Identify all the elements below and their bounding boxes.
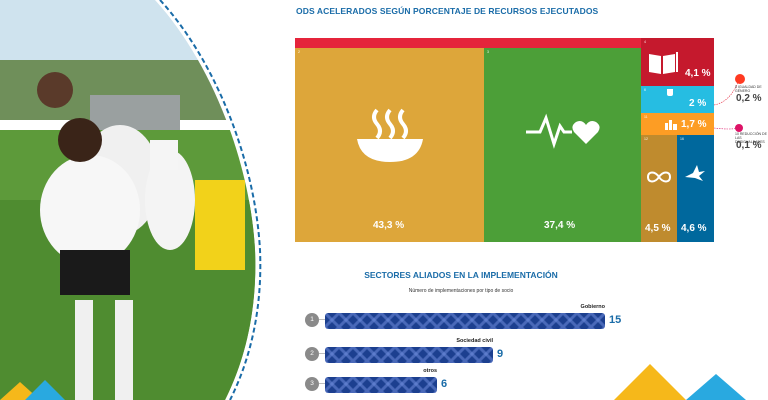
tile-goal-4-percent: 4,1 % (685, 68, 711, 79)
tile-goal-12: 12 4,5 % (641, 135, 677, 242)
tile-goal-3-label: 3 (487, 50, 489, 54)
gender-equality-icon (735, 74, 745, 84)
water-glass-icon (667, 89, 673, 96)
bar-value-label: 15 (609, 314, 622, 326)
bar-fill (325, 313, 605, 329)
tile-goal-6: 6 2 % (641, 86, 714, 113)
goal-5-percent: 0,2 % (736, 93, 762, 104)
triangle-decoration-right (614, 364, 746, 400)
city-icon (665, 120, 677, 130)
bars-subtitle: Número de implementaciones por tipo de s… (408, 288, 514, 294)
tile-goal-11-percent: 1,7 % (681, 119, 707, 130)
tile-goal-4: 4 4,1 % (641, 38, 714, 86)
bar-row: 3 otros 6 (305, 368, 625, 394)
tile-goal-16: 16 4,6 % (677, 135, 714, 242)
bar-value-label: 6 (441, 378, 448, 390)
tile-goal-1 (295, 38, 641, 48)
dove-icon (685, 165, 705, 181)
tile-goal-4-label: 4 (644, 40, 646, 44)
goal-10-label: 10 REDUCCIÓN DE LAS DESIGUALDADES (735, 132, 767, 144)
bar-fill (325, 377, 437, 393)
tile-goal-2-percent: 43,3 % (373, 220, 405, 231)
goal-10-percent: 0,1 % (736, 140, 762, 151)
tile-goal-3: 3 37,4 % (484, 48, 641, 242)
tile-goal-11: 11 1,7 % (641, 113, 714, 135)
bar-category-label: Sociedad civil (456, 338, 493, 344)
bar-rank-badge: 1 (305, 313, 319, 327)
tile-goal-2-label: 2 (298, 50, 300, 54)
tile-goal-11-label: 11 (644, 115, 648, 119)
callout-lines (713, 81, 739, 130)
bar-row: 1 Gobierno 15 (305, 304, 625, 330)
bar-rank-badge: 2 (305, 347, 319, 361)
hero-photo (0, 0, 268, 400)
book-icon (649, 52, 678, 74)
bar-value-label: 9 (497, 348, 504, 360)
bar-rank-badge: 3 (305, 377, 319, 391)
bar-fill (325, 347, 493, 363)
treemap-title: ODS ACELERADOS SEGÚN PORCENTAJE DE RECUR… (296, 6, 599, 16)
soccer-players-image (0, 0, 256, 400)
tile-goal-6-label: 6 (644, 88, 646, 92)
heartbeat-icon (526, 113, 600, 149)
bar-row: 2 Sociedad civil 9 (305, 338, 625, 364)
tile-goal-3-percent: 37,4 % (544, 220, 576, 231)
tile-goal-2: 2 43,3 % (295, 48, 484, 242)
tile-goal-12-percent: 4,5 % (645, 223, 671, 234)
reduced-inequalities-icon (735, 124, 743, 132)
tile-goal-12-label: 12 (644, 137, 648, 141)
tile-goal-16-label: 16 (680, 137, 684, 141)
sdg-treemap: 2 43,3 % 3 37,4 % 4 4,1 % 6 2 % 11 (295, 38, 714, 242)
bars-title: SECTORES ALIADOS EN LA IMPLEMENTACIÓN (364, 270, 558, 280)
bar-category-label: otros (423, 368, 437, 374)
bowl-icon (357, 108, 423, 162)
goal-5-label: 5 IGUALDAD DE GÉNERO (735, 85, 762, 93)
tile-goal-6-percent: 2 % (689, 98, 707, 109)
bar-category-label: Gobierno (580, 304, 605, 310)
triangle-decoration-left (0, 380, 65, 400)
tile-goal-16-percent: 4,6 % (681, 223, 707, 234)
infinity-icon (647, 171, 671, 183)
